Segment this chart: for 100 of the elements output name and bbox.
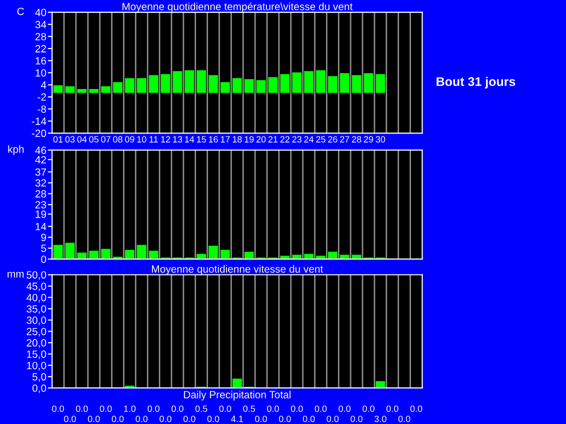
x-tick-label: 15 (197, 136, 206, 143)
x-tick-label: 29 (364, 136, 374, 143)
bar (316, 70, 326, 93)
data-label: 0.0 (207, 416, 220, 422)
y-tick-label: 19 (36, 210, 46, 218)
y-tick-label: 15,0 (27, 350, 46, 360)
data-label: 0.0 (219, 406, 232, 412)
chart-title: Moyenne quotidienne température\vitesse du vent (122, 2, 353, 12)
bar (220, 82, 230, 93)
bar (328, 252, 338, 260)
x-tick-label: 16 (208, 136, 218, 143)
y-tick-label: 28 (35, 190, 46, 198)
bar (364, 73, 374, 93)
data-label: 0.0 (255, 416, 267, 422)
bar (208, 75, 218, 93)
x-tick-label: 30 (376, 136, 386, 143)
bar (53, 244, 63, 260)
data-label: 0.0 (314, 406, 327, 412)
x-tick-label: 07 (101, 136, 110, 143)
bar (232, 378, 242, 388)
data-label: 0.0 (398, 416, 410, 422)
y-tick-label: 0,0 (32, 384, 46, 394)
bar (268, 77, 278, 93)
y-tick-label: 10,0 (27, 362, 46, 370)
data-label: 0.0 (362, 406, 374, 412)
y-axis-title: C (17, 8, 24, 16)
bar (113, 82, 122, 93)
x-tick-label: 24 (304, 136, 314, 142)
y-tick-label: 5 (41, 244, 46, 252)
bar (256, 80, 266, 93)
y-tick-label: 0 (41, 256, 46, 263)
data-label: 0.0 (338, 406, 351, 412)
bar (77, 89, 87, 93)
bar (376, 381, 386, 388)
x-tick-label: 20 (256, 136, 266, 143)
bar (160, 74, 170, 93)
y-tick-label: 28 (35, 32, 46, 40)
data-label: 0.0 (172, 406, 184, 412)
bar (125, 250, 134, 260)
x-tick-label: 04 (77, 136, 87, 143)
y-tick-label: -2 (38, 93, 46, 101)
x-tick-label: 28 (352, 136, 362, 143)
bar (101, 248, 110, 260)
y-tick-label: -20 (32, 130, 46, 138)
y-tick-label: 50,0 (26, 271, 46, 280)
x-tick-label: 18 (232, 136, 242, 143)
y-tick-label: 35,0 (26, 305, 46, 314)
x-tick-label: 21 (268, 136, 278, 142)
y-tick-label: 22 (35, 45, 46, 52)
y-tick-label: 5,0 (32, 373, 46, 382)
x-tick-label: 14 (185, 136, 194, 142)
bar (53, 85, 63, 93)
data-label: 0.0 (386, 406, 398, 412)
bar (184, 70, 194, 93)
y-tick-label: 34 (35, 20, 46, 28)
bar (196, 70, 206, 93)
x-tick-label: 01 (53, 136, 63, 143)
bar (244, 252, 254, 260)
data-label: 0.0 (302, 416, 315, 422)
text: Bout 31 jours (436, 76, 516, 89)
chart-title: Moyenne quotidienne vitesse du vent (152, 265, 324, 275)
data-label: 1.0 (124, 406, 136, 412)
bar (292, 72, 302, 93)
x-tick-label: 17 (220, 136, 230, 142)
bar (172, 71, 182, 93)
data-label: 0.0 (112, 416, 124, 422)
data-label: 0.0 (88, 416, 100, 422)
bar (125, 78, 134, 93)
bar (136, 78, 146, 93)
data-label: 0.0 (160, 416, 172, 422)
y-tick-label: 14 (36, 222, 46, 230)
data-label: 0.0 (410, 406, 422, 412)
bar (304, 71, 314, 93)
y-tick-label: 45,0 (26, 282, 46, 292)
data-label: 0.0 (278, 416, 291, 422)
x-tick-label: 25 (316, 136, 326, 143)
bar (65, 242, 75, 260)
bar (220, 250, 230, 260)
bar (89, 89, 99, 93)
x-tick-label: 03 (65, 136, 75, 143)
bar (77, 252, 87, 260)
y-tick-label: 40,0 (26, 294, 46, 302)
y-tick-label: 10 (36, 69, 46, 77)
bar (316, 256, 326, 260)
bar (89, 250, 99, 260)
y-tick-label: 40 (35, 8, 46, 16)
y-tick-label: -14 (32, 118, 46, 125)
data-label: 0.0 (148, 406, 160, 412)
y-tick-label: 30,0 (26, 316, 46, 326)
x-tick-label: 23 (292, 136, 302, 143)
data-label: 0.5 (243, 406, 255, 412)
bar (136, 244, 146, 260)
y-tick-label: 46 (35, 146, 46, 154)
x-tick-label: 10 (137, 136, 146, 143)
bar (101, 86, 110, 93)
data-label: 0.0 (183, 416, 196, 422)
y-axis-title: mm (8, 272, 24, 278)
data-label: 0.0 (52, 406, 64, 412)
x-tick-label: 12 (161, 136, 170, 142)
bar (376, 74, 386, 93)
